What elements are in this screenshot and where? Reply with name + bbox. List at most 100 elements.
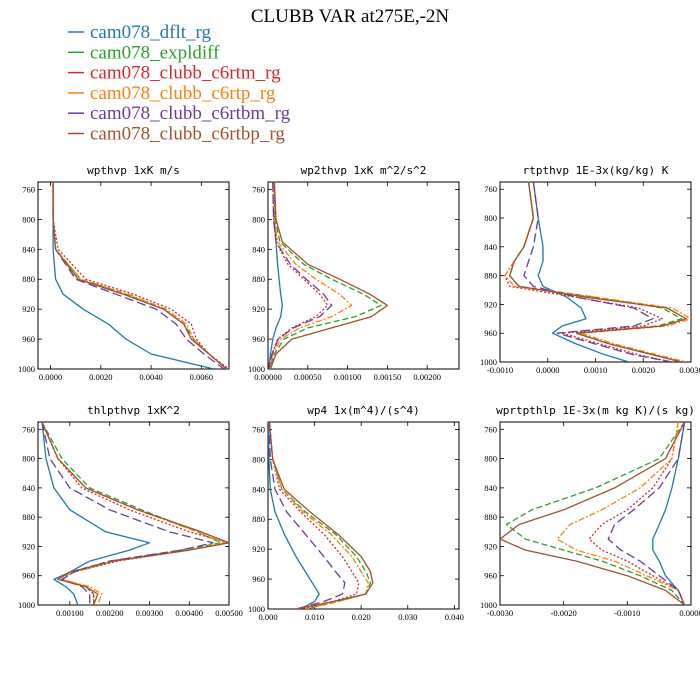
series-line-cam078_expldiff xyxy=(268,182,382,369)
legend-label: cam078_expldiff xyxy=(90,42,220,63)
series-line-cam078_dflt_rg xyxy=(41,422,151,605)
y-tick-label: 920 xyxy=(484,299,497,309)
y-tick-label: 880 xyxy=(252,514,265,524)
y-tick-label: 840 xyxy=(252,484,265,494)
y-tick-label: 800 xyxy=(252,454,265,464)
y-tick-label: 840 xyxy=(22,483,35,493)
series-line-cam078_clubb_c6rtbp_rg xyxy=(41,422,229,605)
y-tick-label: 920 xyxy=(252,304,265,314)
plot-frame xyxy=(499,181,692,363)
x-tick-label: 0.00050 xyxy=(294,372,322,382)
x-tick-label: 0.0020 xyxy=(89,372,112,382)
x-tick-label: -0.0020 xyxy=(551,608,577,618)
y-tick-label: 1000 xyxy=(18,364,35,374)
y-tick-label: 840 xyxy=(484,242,497,252)
series-line-cam078_clubb_c6rtbm_rg xyxy=(607,422,686,605)
series-line-cam078_clubb_c6rtp_rg xyxy=(268,182,353,369)
x-tick-label: 0.00100 xyxy=(334,372,362,382)
y-tick-label: 880 xyxy=(22,512,35,522)
y-tick-label: 1000 xyxy=(248,604,265,614)
panel-title: thlpthvp 1xK^2 xyxy=(87,404,180,417)
legend-label: cam078_dflt_rg xyxy=(90,22,212,43)
y-tick-label: 800 xyxy=(484,213,497,223)
y-tick-label: 760 xyxy=(22,184,35,194)
x-tick-label: 0.020 xyxy=(352,612,371,622)
series-line-cam078_clubb_c6rtbp_rg xyxy=(268,422,374,609)
y-tick-label: 920 xyxy=(252,544,265,554)
series-line-cam078_clubb_c6rtbm_rg xyxy=(268,422,346,609)
x-tick-label: 0.00100 xyxy=(56,608,84,618)
y-tick-label: 920 xyxy=(22,541,35,551)
plot-frame xyxy=(267,421,460,610)
series-line-cam078_clubb_c6rtbp_rg xyxy=(500,422,686,605)
y-tick-label: 800 xyxy=(22,454,35,464)
x-tick-label: 0.00200 xyxy=(96,608,124,618)
y-tick-label: 960 xyxy=(22,571,35,581)
x-tick-label: 0.00500 xyxy=(215,608,243,618)
x-tick-label: 0.040 xyxy=(445,612,464,622)
series-line-cam078_clubb_c6rtbm_rg xyxy=(523,182,673,362)
series-line-cam078_clubb_c6rtbp_rg xyxy=(52,182,227,369)
plot-frame xyxy=(267,181,460,370)
plot-frame xyxy=(499,421,692,606)
x-tick-label: 0.0000 xyxy=(39,372,62,382)
series-line-cam078_dflt_rg xyxy=(532,182,630,362)
legend-label: cam078_clubb_c6rtbp_rg xyxy=(90,124,285,145)
x-tick-label: 0.00400 xyxy=(175,608,203,618)
y-tick-label: 760 xyxy=(22,424,35,434)
y-tick-label: 960 xyxy=(252,334,265,344)
y-tick-label: 760 xyxy=(484,424,497,434)
y-tick-label: 960 xyxy=(484,328,497,338)
panel-5: wp4 1x(m^4)/(s^4)76080084088092096010000… xyxy=(248,404,464,622)
y-tick-label: 760 xyxy=(484,184,497,194)
panel-title: wprtpthlp 1E-3x(m kg K)/(s kg) xyxy=(496,404,695,417)
legend-label: cam078_clubb_c6rtbm_rg xyxy=(90,103,291,124)
series-line-cam078_clubb_c6rtm_rg xyxy=(588,422,686,605)
series-line-cam078_dflt_rg xyxy=(652,422,686,605)
x-tick-label: 0.0030 xyxy=(679,365,700,375)
y-tick-label: 880 xyxy=(484,512,497,522)
series-line-cam078_clubb_c6rtp_rg xyxy=(52,182,227,369)
y-tick-label: 920 xyxy=(484,541,497,551)
panel-title: wp2thvp 1xK m^2/s^2 xyxy=(301,164,427,177)
series-line-cam078_clubb_c6rtbp_rg xyxy=(269,182,389,369)
y-tick-label: 760 xyxy=(252,424,265,434)
x-tick-label: 0.010 xyxy=(305,612,324,622)
panel-2: wp2thvp 1xK m^2/s^2 760 800 840 880 920 960 100… xyxy=(248,164,460,382)
x-tick-label: 0.000 xyxy=(258,612,277,622)
series-line-cam078_expldiff xyxy=(41,422,222,605)
panel-3: rtpthvp 1E-3x(kg/kg) K 760 800 840 880 920 960… xyxy=(480,164,700,375)
panel-4: thlpthvp 1xK^2 760 800 840 880 920 960 1000 0.00… xyxy=(18,404,243,618)
y-tick-label: 800 xyxy=(252,214,265,224)
y-tick-label: 960 xyxy=(252,574,265,584)
series-line-cam078_clubb_c6rtm_rg xyxy=(52,182,229,369)
y-tick-label: 880 xyxy=(252,274,265,284)
y-tick-label: 880 xyxy=(22,274,35,284)
plot-frame xyxy=(37,181,230,370)
x-tick-label: -0.0010 xyxy=(487,365,513,375)
series-line-cam078_clubb_c6rtp_rg xyxy=(268,422,369,609)
series-line-cam078_clubb_c6rtp_rg xyxy=(41,422,226,605)
x-tick-label: 0.00000 xyxy=(254,372,282,382)
series-line-cam078_clubb_c6rtm_rg xyxy=(268,422,360,609)
legend-label: cam078_clubb_c6rtp_rg xyxy=(90,83,276,104)
y-tick-label: 920 xyxy=(22,304,35,314)
legend-label: cam078_clubb_c6rtm_rg xyxy=(90,63,281,84)
x-tick-label: 0.00150 xyxy=(374,372,402,382)
x-tick-label: 0.0040 xyxy=(139,372,162,382)
x-tick-label: 0.0010 xyxy=(584,365,607,375)
figure-title: CLUBB VAR at275E,-2N xyxy=(251,6,450,27)
series-line-cam078_expldiff xyxy=(268,422,372,609)
y-tick-label: 880 xyxy=(484,271,497,281)
plot-frame xyxy=(37,421,230,606)
x-tick-label: 0.0020 xyxy=(632,365,655,375)
x-tick-label: -0.0030 xyxy=(487,608,513,618)
y-tick-label: 800 xyxy=(484,454,497,464)
legend: cam078_dflt_rgcam078_expldiffcam078_club… xyxy=(68,22,291,145)
y-tick-label: 960 xyxy=(484,571,497,581)
y-tick-label: 1000 xyxy=(480,600,497,610)
panels: wpthvp 1xK m/s76080084088092096010000.00… xyxy=(18,164,700,622)
series-line-cam078_clubb_c6rtm_rg xyxy=(41,422,229,605)
series-line-cam078_expldiff xyxy=(52,182,227,369)
